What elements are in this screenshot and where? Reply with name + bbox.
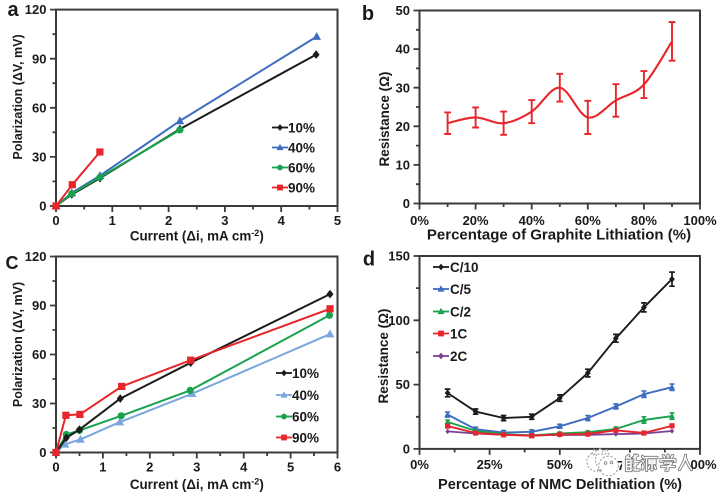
svg-text:0: 0 <box>403 442 410 457</box>
svg-text:20%: 20% <box>463 213 489 228</box>
svg-text:120: 120 <box>25 249 47 264</box>
svg-text:50: 50 <box>396 3 410 18</box>
svg-text:b: b <box>362 3 374 25</box>
svg-text:C/5: C/5 <box>450 282 472 297</box>
svg-text:60%: 60% <box>292 409 319 424</box>
svg-text:90%: 90% <box>288 180 315 195</box>
svg-text:40: 40 <box>396 42 410 57</box>
svg-text:90: 90 <box>32 51 46 66</box>
svg-text:80%: 80% <box>631 213 657 228</box>
svg-text:0: 0 <box>403 196 410 211</box>
svg-text:C/2: C/2 <box>450 304 471 319</box>
svg-text:60: 60 <box>32 347 46 362</box>
svg-text:25%: 25% <box>477 457 503 472</box>
svg-text:100%: 100% <box>683 213 717 228</box>
svg-text:Polarization (ΔV, mV): Polarization (ΔV, mV) <box>11 34 25 159</box>
svg-text:40%: 40% <box>292 388 319 403</box>
svg-text:Percentage of Graphite Lithiat: Percentage of Graphite Lithiation (%) <box>427 227 691 244</box>
svg-text:20: 20 <box>396 119 410 134</box>
svg-text:10%: 10% <box>288 120 315 135</box>
svg-text:d: d <box>363 249 375 271</box>
svg-text:0: 0 <box>39 445 46 460</box>
svg-text:30: 30 <box>32 396 46 411</box>
svg-text:5: 5 <box>287 460 294 475</box>
svg-text:5: 5 <box>334 213 341 228</box>
svg-text:40%: 40% <box>519 213 545 228</box>
svg-text:10: 10 <box>396 158 410 173</box>
svg-text:50%: 50% <box>547 457 573 472</box>
svg-text:1C: 1C <box>450 326 468 341</box>
svg-text:Current (Δi, mA cm-2): Current (Δi, mA cm-2) <box>130 228 264 244</box>
svg-text:6: 6 <box>334 460 341 475</box>
svg-text:Percentage of NMC Delithiation: Percentage of NMC Delithiation (%) <box>438 477 682 493</box>
svg-text:0: 0 <box>39 199 46 214</box>
svg-text:2: 2 <box>146 460 153 475</box>
svg-text:40%: 40% <box>288 140 315 155</box>
svg-text:3: 3 <box>193 460 200 475</box>
svg-text:60: 60 <box>32 100 46 115</box>
svg-text:Resistance (Ω): Resistance (Ω) <box>377 72 392 167</box>
svg-text:0: 0 <box>52 460 59 475</box>
svg-text:Polarization (ΔV, mV): Polarization (ΔV, mV) <box>11 282 25 407</box>
svg-text:2C: 2C <box>450 349 468 364</box>
svg-text:90%: 90% <box>292 430 319 445</box>
svg-text:0%: 0% <box>410 457 429 472</box>
svg-text:150: 150 <box>388 249 410 264</box>
svg-text:a: a <box>7 0 19 21</box>
svg-text:50: 50 <box>396 377 410 392</box>
svg-text:Current (Δi, mA cm-2): Current (Δi, mA cm-2) <box>130 477 264 493</box>
svg-text:90: 90 <box>32 298 46 313</box>
svg-text:3: 3 <box>221 213 228 228</box>
svg-text:30: 30 <box>32 150 46 165</box>
svg-text:4: 4 <box>278 213 286 228</box>
svg-text:Resistance (Ω): Resistance (Ω) <box>376 309 391 404</box>
svg-text:C: C <box>6 253 19 273</box>
svg-text:60%: 60% <box>288 160 315 175</box>
svg-text:2: 2 <box>165 213 172 228</box>
svg-text:60%: 60% <box>575 213 601 228</box>
svg-text:1: 1 <box>109 213 116 228</box>
svg-text:10%: 10% <box>292 366 319 381</box>
svg-text:100: 100 <box>388 313 410 328</box>
svg-text:0: 0 <box>52 213 59 228</box>
svg-text:00%: 00% <box>691 457 717 472</box>
svg-text:0%: 0% <box>410 213 429 228</box>
svg-text:C/10: C/10 <box>450 260 479 275</box>
svg-text:30: 30 <box>396 80 410 95</box>
svg-text:1: 1 <box>99 460 106 475</box>
svg-text:4: 4 <box>240 460 248 475</box>
svg-text:120: 120 <box>25 2 47 17</box>
svg-text:7: 7 <box>618 458 625 473</box>
